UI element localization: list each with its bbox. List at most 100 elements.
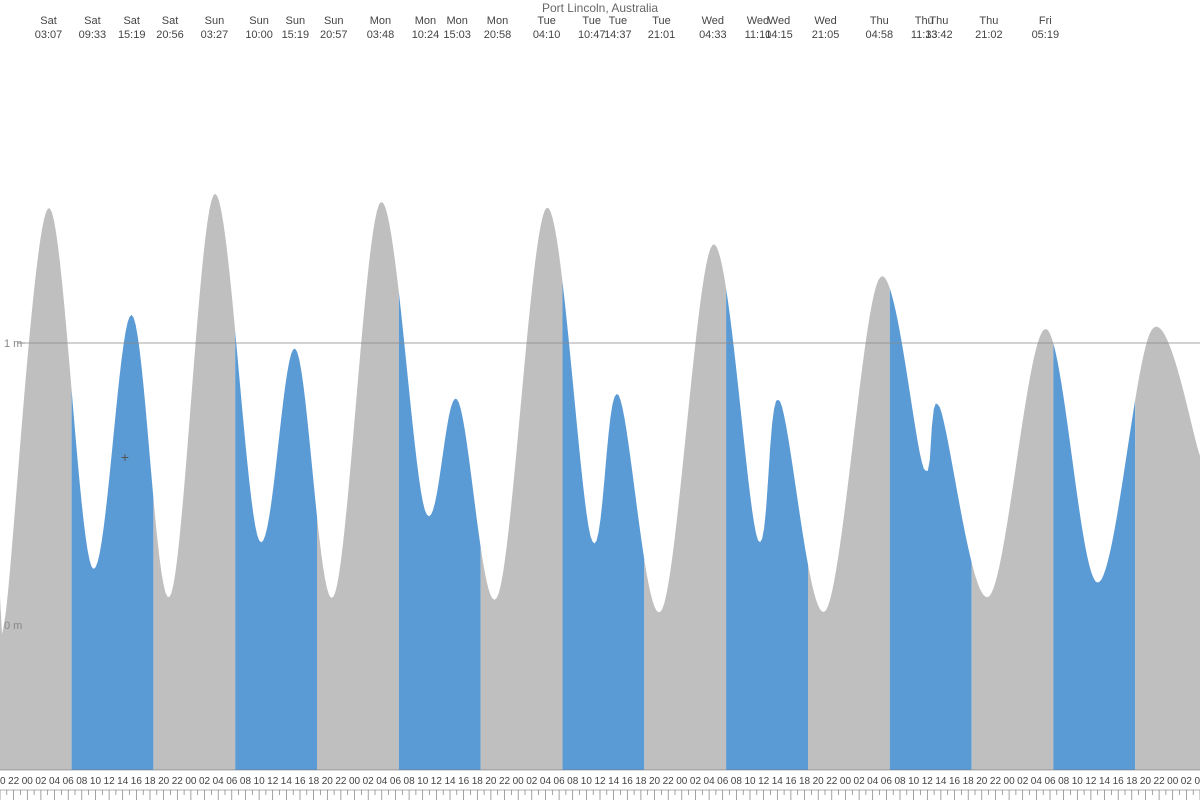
x-tick-label: 10 (1072, 776, 1084, 787)
x-tick-label: 20 (649, 776, 661, 787)
x-tick-label: 18 (308, 776, 320, 787)
header-time: 20:58 (484, 29, 512, 41)
x-tick-label: 08 (1058, 776, 1070, 787)
header-day: Wed (702, 15, 724, 27)
x-tick-label: 06 (390, 776, 402, 787)
x-tick-label: 06 (1044, 776, 1056, 787)
x-tick-label: 22 (990, 776, 1002, 787)
header-day: Mon (446, 15, 467, 27)
x-tick-label: 16 (458, 776, 470, 787)
x-tick-label: 00 (22, 776, 34, 787)
header-time: 03:48 (367, 29, 395, 41)
x-tick-label: 04 (49, 776, 61, 787)
header-times: Sat03:07Sat09:33Sat15:19Sat20:56Sun03:27… (35, 15, 1059, 41)
x-tick-label: 16 (785, 776, 797, 787)
header-day: Thu (929, 15, 948, 27)
chart-title: Port Lincoln, Australia (542, 1, 658, 15)
x-tick-label: 04 (867, 776, 879, 787)
x-tick-label: 02 (526, 776, 538, 787)
x-tick-label: 16 (131, 776, 143, 787)
header-day: Tue (609, 15, 628, 27)
x-tick-label: 04 (1031, 776, 1043, 787)
x-tick-label: 14 (935, 776, 947, 787)
x-tick-label: 10 (417, 776, 429, 787)
header-day: Sat (84, 15, 101, 27)
x-tick-label: 08 (240, 776, 252, 787)
x-tick-label: 18 (1126, 776, 1138, 787)
x-tick-label: 20 (322, 776, 334, 787)
header-time: 04:58 (866, 29, 894, 41)
x-tick-label: 18 (799, 776, 811, 787)
header-time: 15:19 (282, 29, 310, 41)
x-tick-label: 16 (1113, 776, 1125, 787)
x-tick-label: 18 (472, 776, 484, 787)
header-time: 10:00 (245, 29, 273, 41)
header-day: Wed (768, 15, 790, 27)
x-tick-label: 22 (8, 776, 20, 787)
x-tick-label: 06 (554, 776, 566, 787)
header-day: Sat (40, 15, 57, 27)
header-day: Sun (205, 15, 225, 27)
x-tick-label: 04 (376, 776, 388, 787)
header-time: 03:07 (35, 29, 63, 41)
header-day: Mon (487, 15, 508, 27)
header-day: Sat (162, 15, 179, 27)
header-day: Mon (370, 15, 391, 27)
header-day: Tue (652, 15, 671, 27)
x-tick-label: 20 (1140, 776, 1152, 787)
x-tick-label: 00 (1167, 776, 1179, 787)
x-tick-label: 22 (1154, 776, 1166, 787)
x-tick-label: 02 (363, 776, 375, 787)
header-day: Tue (537, 15, 556, 27)
x-tick-label: 02 (1017, 776, 1029, 787)
x-tick-label: 10 (254, 776, 266, 787)
x-tick-label: 04 (213, 776, 225, 787)
tide-fill (0, 194, 1200, 770)
x-tick-label: 00 (349, 776, 361, 787)
x-tick-label: 08 (404, 776, 416, 787)
header-day: Thu (979, 15, 998, 27)
x-tick-label: 06 (717, 776, 729, 787)
x-tick-label: 14 (444, 776, 456, 787)
x-tick-label: 04 (704, 776, 716, 787)
header-time: 14:15 (765, 29, 793, 41)
x-tick-label: 06 (226, 776, 238, 787)
x-tick-label: 08 (731, 776, 743, 787)
x-tick-label: 12 (267, 776, 279, 787)
tide-chart: 1 m0 mPort Lincoln, AustraliaSat03:07Sat… (0, 0, 1200, 800)
x-tick-label: 10 (581, 776, 593, 787)
header-day: Fri (1039, 15, 1052, 27)
x-tick-label: 22 (499, 776, 511, 787)
x-tick-label: 02 (199, 776, 211, 787)
x-tick-label: 00 (513, 776, 525, 787)
x-tick-label: 02 (1181, 776, 1193, 787)
x-tick-label: 16 (294, 776, 306, 787)
header-time: 10:24 (412, 29, 440, 41)
x-tick-label: 14 (772, 776, 784, 787)
x-tick-label: 08 (76, 776, 88, 787)
header-day: Thu (870, 15, 889, 27)
x-tick-label: 10 (90, 776, 102, 787)
header-time: 21:02 (975, 29, 1003, 41)
x-tick-label: 12 (594, 776, 606, 787)
x-tick-label: 00 (676, 776, 688, 787)
header-time: 15:19 (118, 29, 146, 41)
x-tick-label: 18 (144, 776, 156, 787)
header-time: 03:27 (201, 29, 229, 41)
x-tick-label: 20 (813, 776, 825, 787)
x-tick-label: 22 (335, 776, 347, 787)
x-tick-label: 20 (158, 776, 170, 787)
x-tick-label: 08 (567, 776, 579, 787)
header-time: 20:57 (320, 29, 348, 41)
x-tick-label: 06 (881, 776, 893, 787)
x-tick-label: 04 (1194, 776, 1200, 787)
x-tick-label: 10 (744, 776, 756, 787)
x-tick-label: 14 (117, 776, 129, 787)
x-tick-label: 14 (608, 776, 620, 787)
header-time: 15:03 (443, 29, 471, 41)
x-tick-label: 18 (635, 776, 647, 787)
x-tick-label: 02 (690, 776, 702, 787)
header-time: 04:10 (533, 29, 561, 41)
x-tick-label: 12 (431, 776, 443, 787)
header-time: 21:05 (812, 29, 840, 41)
